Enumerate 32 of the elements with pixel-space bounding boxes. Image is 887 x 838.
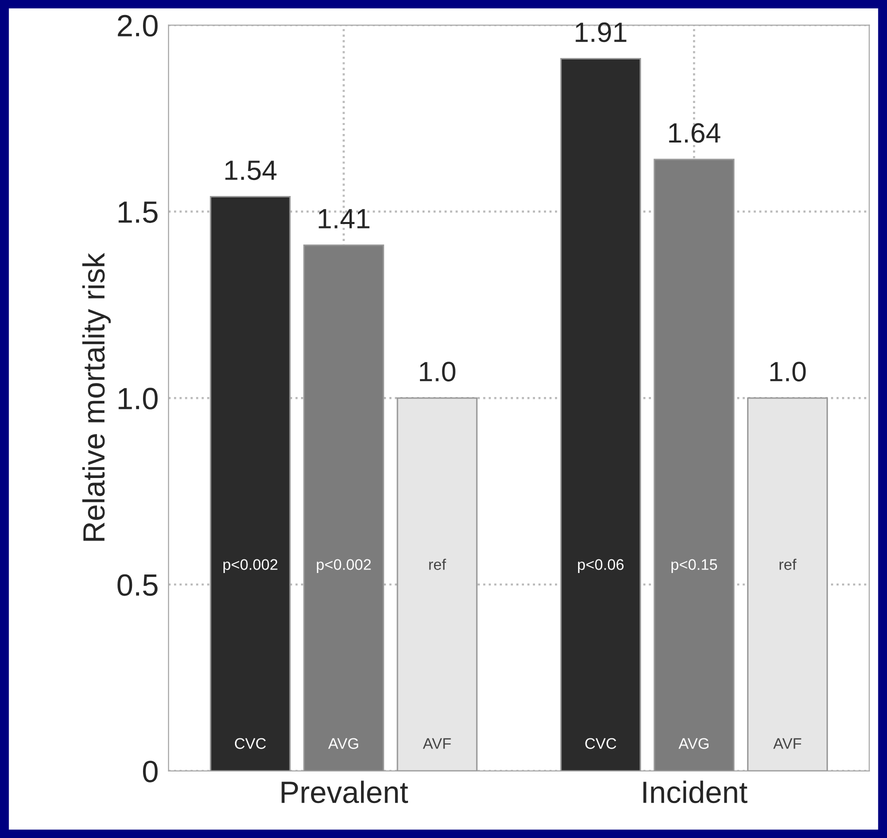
x-tick-label: Incident — [643, 780, 748, 804]
annotation: p<0.06 — [578, 559, 624, 573]
annotation: p<0.002 — [316, 559, 371, 573]
text: 1.91 — [576, 22, 626, 42]
y-tick-label: 0.5 — [118, 574, 158, 596]
annotation: p<0.002 — [223, 559, 278, 573]
text: 1.0 — [770, 362, 806, 382]
series-label: AVF — [422, 738, 451, 749]
bar — [560, 58, 642, 771]
annotation: ref — [429, 558, 446, 570]
y-tick-label: 1.0 — [118, 388, 158, 410]
text: 1.41 — [318, 209, 370, 228]
bar — [303, 244, 384, 771]
annotation: ref — [780, 558, 796, 570]
annotation: p<0.15 — [671, 559, 718, 573]
bar — [396, 397, 478, 771]
text: 1.0 — [420, 362, 456, 382]
text: AVF — [773, 738, 802, 749]
text: 1.54 — [225, 160, 277, 180]
text: 1.64 — [669, 123, 720, 143]
bar — [210, 196, 291, 771]
series-label: CVC — [234, 738, 266, 749]
bar — [654, 158, 734, 771]
y-axis-title: Relative mortality risk — [82, 252, 111, 541]
y-tick-label: 0 — [143, 760, 158, 782]
x-tick-label: Prevalent — [282, 780, 408, 804]
y-tick-label: 2.0 — [118, 14, 158, 37]
series-label: AVG — [328, 738, 358, 749]
bar — [747, 397, 828, 771]
text: CVC — [585, 738, 616, 749]
text: AVG — [678, 738, 709, 749]
y-tick-label: 1.5 — [118, 202, 158, 223]
